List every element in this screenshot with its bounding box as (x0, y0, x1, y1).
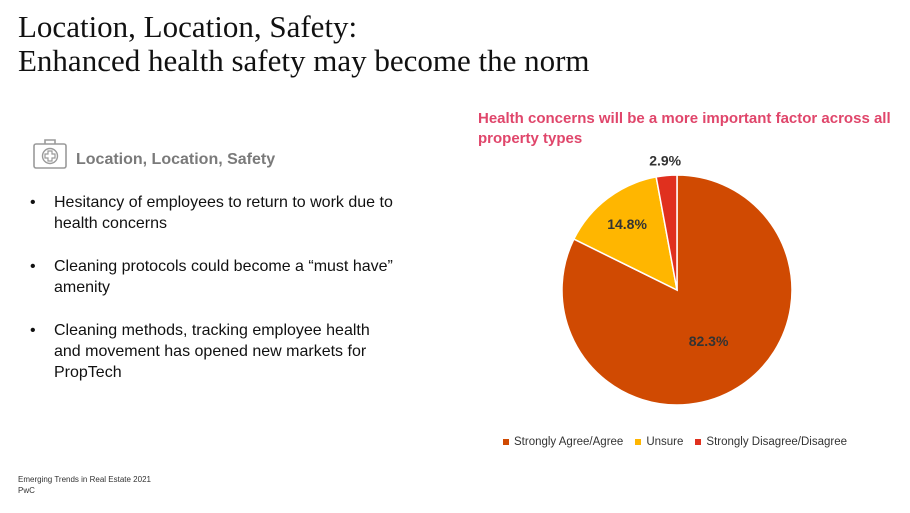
title-line-1: Location, Location, Safety: (18, 9, 358, 44)
pie-slice (572, 176, 679, 292)
section-label: Location, Location, Safety (76, 151, 276, 168)
legend-label: Unsure (646, 436, 684, 448)
footer-source: Emerging Trends in Real Estate 2021 PwC (18, 474, 151, 496)
bullet-item: Cleaning methods, tracking employee heal… (28, 320, 398, 383)
data-label: 14.8% (607, 216, 647, 232)
legend-swatch (695, 439, 702, 445)
pie-slice (561, 174, 793, 406)
data-label: 82.3% (689, 333, 729, 349)
pie-slice (655, 174, 678, 291)
footer-line-2: PwC (18, 486, 35, 495)
legend-item: Unsure (635, 436, 683, 448)
bullet-list: Hesitancy of employees to return to work… (28, 192, 398, 405)
legend-label: Strongly Disagree/Disagree (706, 436, 848, 448)
footer-line-1: Emerging Trends in Real Estate 2021 (18, 475, 151, 484)
chart-title: Health concerns will be a more important… (478, 110, 891, 147)
section-header: Location, Location, Safety (32, 138, 275, 172)
data-label: 2.9% (649, 153, 681, 169)
bullet-item: Cleaning protocols could become a “must … (28, 256, 398, 298)
legend-swatch (635, 439, 642, 445)
slide-title: Location, Location, Safety: Enhanced hea… (18, 10, 590, 78)
bullet-item: Hesitancy of employees to return to work… (28, 192, 398, 234)
chart-legend: Strongly Agree/Agree Unsure Strongly Dis… (503, 436, 859, 448)
legend-label: Strongly Agree/Agree (514, 436, 624, 448)
legend-swatch (503, 439, 509, 445)
title-line-2: Enhanced health safety may become the no… (18, 43, 590, 78)
legend-item: Strongly Disagree/Disagree (695, 436, 847, 448)
first-aid-kit-icon (33, 139, 67, 169)
legend-item: Strongly Agree/Agree (503, 436, 623, 448)
